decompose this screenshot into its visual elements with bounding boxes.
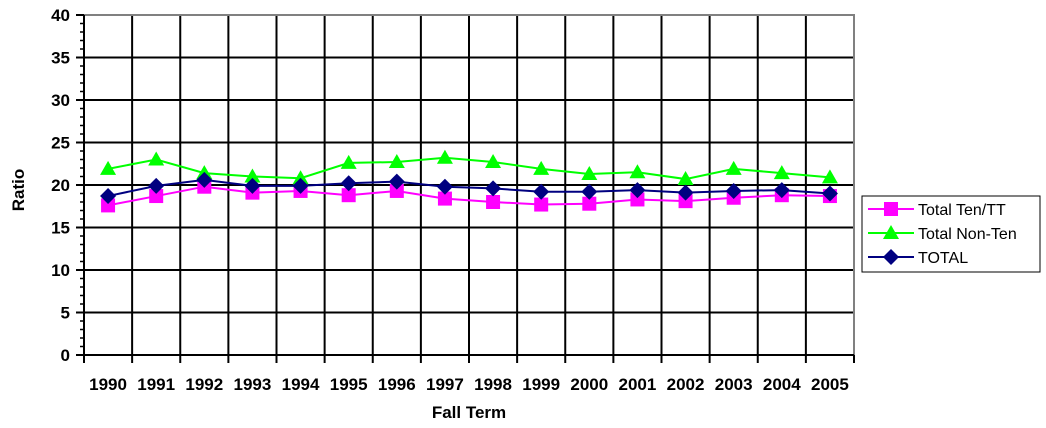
data-point-marker — [244, 177, 261, 194]
y-tick-label: 40 — [51, 6, 70, 25]
y-tick-label: 20 — [51, 176, 70, 195]
x-tick-label: 2003 — [715, 375, 753, 394]
data-point-marker — [582, 196, 597, 211]
x-tick-label: 1995 — [330, 375, 368, 394]
x-tick-label: 2002 — [667, 375, 705, 394]
series-group — [100, 149, 838, 213]
data-point-marker — [100, 188, 117, 205]
data-point-marker — [581, 165, 598, 180]
x-tick-label: 2004 — [763, 375, 801, 394]
data-point-marker — [436, 149, 453, 164]
y-tick-label: 15 — [51, 219, 70, 238]
data-point-marker — [678, 194, 693, 209]
data-point-marker — [485, 180, 502, 197]
data-point-marker — [630, 192, 645, 207]
x-tick-label: 1992 — [185, 375, 223, 394]
data-point-marker — [340, 154, 357, 169]
legend-items: Total Ten/TT Total Non-Ten TOTAL — [868, 202, 1017, 267]
legend-label: Total Ten/TT — [918, 202, 1006, 219]
data-point-marker — [100, 160, 117, 175]
data-point-marker — [629, 164, 646, 179]
x-tick-label: 1993 — [234, 375, 272, 394]
data-point-marker — [725, 182, 742, 199]
data-point-marker — [292, 177, 309, 194]
data-point-marker — [148, 177, 165, 194]
axes — [76, 14, 855, 363]
tick-labels: 0 5 10 15 20 25 30 35 40 1990 1991 1992 1993 1994 1995… — [51, 6, 849, 394]
x-tick-label: 2000 — [570, 375, 608, 394]
data-point-marker — [677, 184, 694, 201]
y-axis-title: Ratio — [9, 169, 28, 212]
data-point-marker — [149, 189, 164, 204]
legend-marker — [883, 249, 899, 265]
data-point-marker — [725, 160, 742, 175]
data-point-marker — [533, 183, 550, 200]
y-tick-label: 0 — [61, 346, 70, 365]
x-tick-label: 1990 — [89, 375, 127, 394]
data-point-marker — [436, 178, 453, 195]
x-tick-label: 1999 — [522, 375, 560, 394]
data-point-marker — [677, 171, 694, 186]
y-tick-label: 35 — [51, 49, 70, 68]
data-point-marker — [773, 182, 790, 199]
series-total — [100, 171, 838, 205]
data-point-marker — [388, 173, 405, 190]
legend-marker — [884, 202, 898, 216]
y-tick-label: 25 — [51, 134, 70, 153]
legend: Total Ten/TT Total Non-Ten TOTAL — [861, 195, 1041, 273]
y-tick-label: 5 — [61, 304, 70, 323]
x-tick-label: 1994 — [282, 375, 320, 394]
data-point-marker — [437, 191, 452, 206]
x-tick-label: 1991 — [137, 375, 175, 394]
x-tick-label: 1998 — [474, 375, 512, 394]
series-total-non-ten — [100, 149, 838, 186]
data-point-marker — [485, 154, 502, 169]
x-tick-label: 1996 — [378, 375, 416, 394]
data-point-marker — [196, 171, 213, 188]
data-point-marker — [340, 175, 357, 192]
legend-label: Total Non-Ten — [918, 226, 1017, 243]
y-tick-label: 30 — [51, 91, 70, 110]
data-point-marker — [629, 182, 646, 199]
data-point-marker — [486, 195, 501, 209]
data-point-marker — [581, 183, 598, 200]
legend-label: TOTAL — [918, 250, 968, 267]
x-tick-label: 2001 — [619, 375, 657, 394]
data-point-marker — [101, 198, 116, 213]
series-line — [107, 185, 830, 207]
series-line — [107, 178, 831, 198]
y-tick-label: 10 — [51, 261, 70, 280]
data-point-marker — [341, 188, 356, 203]
series-line — [107, 156, 831, 181]
x-tick-label: 1997 — [426, 375, 464, 394]
data-point-marker — [389, 183, 404, 198]
data-point-marker — [292, 170, 309, 185]
data-point-marker — [388, 154, 405, 169]
data-point-marker — [244, 168, 261, 183]
data-point-marker — [821, 185, 838, 202]
data-point-marker — [533, 160, 550, 175]
legend-marker — [883, 225, 899, 239]
x-tick-label: 2005 — [811, 375, 849, 394]
data-point-marker — [821, 169, 838, 184]
data-point-marker — [534, 197, 549, 212]
data-point-marker — [773, 165, 790, 180]
x-axis-title: Fall Term — [432, 403, 506, 422]
data-point-marker — [148, 151, 165, 166]
